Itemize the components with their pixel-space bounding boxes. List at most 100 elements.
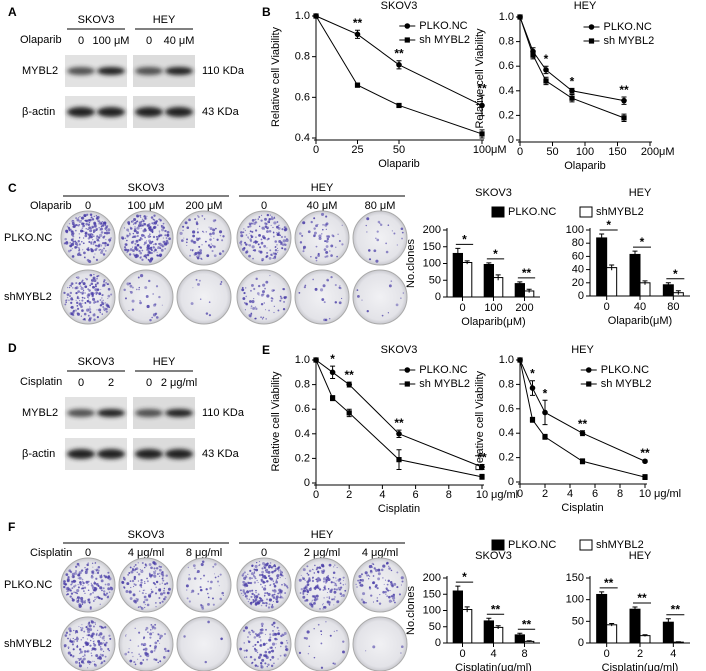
dose-label: 0 [85, 547, 91, 559]
colony [382, 577, 384, 579]
colony [108, 634, 111, 637]
colony [152, 243, 155, 246]
colony [164, 632, 167, 635]
panel-label: B [262, 5, 271, 19]
x-tick-label: 0 [459, 648, 465, 660]
colony [89, 607, 92, 610]
colony [166, 230, 170, 234]
colony [149, 241, 153, 245]
colony [77, 290, 81, 293]
colony [76, 631, 79, 634]
colony [146, 253, 150, 257]
y-tick-label: 0.2 [295, 452, 310, 464]
colony [72, 235, 75, 238]
legend-swatch [491, 539, 505, 551]
y-tick-label: 0 [508, 134, 514, 146]
colony [362, 592, 366, 596]
legend-label: shMYBL2 [596, 206, 644, 218]
colony [137, 658, 139, 660]
x-tick-label: 150 [608, 146, 626, 158]
colony [95, 291, 99, 295]
colony [253, 658, 257, 661]
legend-label: PLKO.NC [419, 364, 467, 376]
colony [326, 237, 330, 241]
colony [324, 255, 327, 258]
colony [87, 589, 90, 592]
x-tick-label: 8 [521, 648, 527, 660]
colony [248, 631, 251, 634]
significance: * [530, 367, 535, 381]
colony [147, 258, 150, 261]
colony [266, 251, 269, 254]
protein-label: β-actin [22, 106, 55, 118]
colony [137, 215, 139, 218]
colony [214, 563, 217, 566]
colony [388, 284, 392, 288]
colony [91, 218, 95, 221]
colony [282, 597, 284, 599]
colony [86, 627, 90, 631]
colony [201, 215, 204, 217]
colony [92, 242, 94, 244]
colony [387, 312, 389, 314]
colony [96, 277, 98, 280]
colony [333, 566, 335, 568]
colony [198, 279, 201, 282]
colony [88, 318, 92, 322]
colony [251, 601, 253, 604]
colony [150, 576, 152, 579]
colony [272, 235, 275, 238]
colony [93, 318, 96, 321]
colony [381, 314, 384, 317]
colony [259, 653, 262, 656]
colony [241, 247, 245, 251]
x-tick-label: 8 [617, 488, 623, 500]
colony [168, 237, 171, 241]
colony [71, 597, 73, 600]
colony [280, 246, 284, 250]
colony [266, 227, 269, 230]
colony [285, 585, 288, 588]
colony [161, 228, 165, 232]
colony [285, 238, 289, 242]
colony [285, 648, 289, 652]
colony [243, 591, 247, 595]
bar [452, 590, 464, 644]
colony [254, 229, 258, 232]
marker [396, 431, 402, 437]
colony [312, 569, 314, 571]
colony [167, 649, 170, 653]
colony [376, 597, 379, 599]
colony [90, 241, 93, 244]
colony [254, 220, 257, 223]
colony [92, 285, 95, 289]
colony [333, 584, 335, 586]
marker [330, 395, 336, 401]
colony [261, 625, 264, 627]
marker [313, 357, 319, 363]
colony [100, 244, 103, 246]
colony [247, 636, 249, 638]
colony [143, 580, 146, 583]
colony [377, 220, 381, 224]
x-tick-label: 10 [476, 489, 488, 501]
colony [149, 318, 152, 322]
colony [153, 658, 156, 661]
colony [313, 628, 315, 630]
colony [80, 286, 83, 288]
colony [262, 561, 265, 565]
significance: * [462, 570, 467, 584]
colony [208, 314, 212, 317]
colony [158, 588, 160, 590]
marker [517, 14, 523, 20]
colony [145, 598, 149, 602]
colony [142, 601, 146, 604]
colony [200, 603, 203, 607]
colony [80, 219, 82, 221]
colony [66, 579, 70, 583]
colony [323, 318, 326, 322]
colony [298, 578, 302, 582]
colony [313, 572, 316, 574]
error-bar [609, 264, 615, 271]
colony [213, 237, 215, 239]
